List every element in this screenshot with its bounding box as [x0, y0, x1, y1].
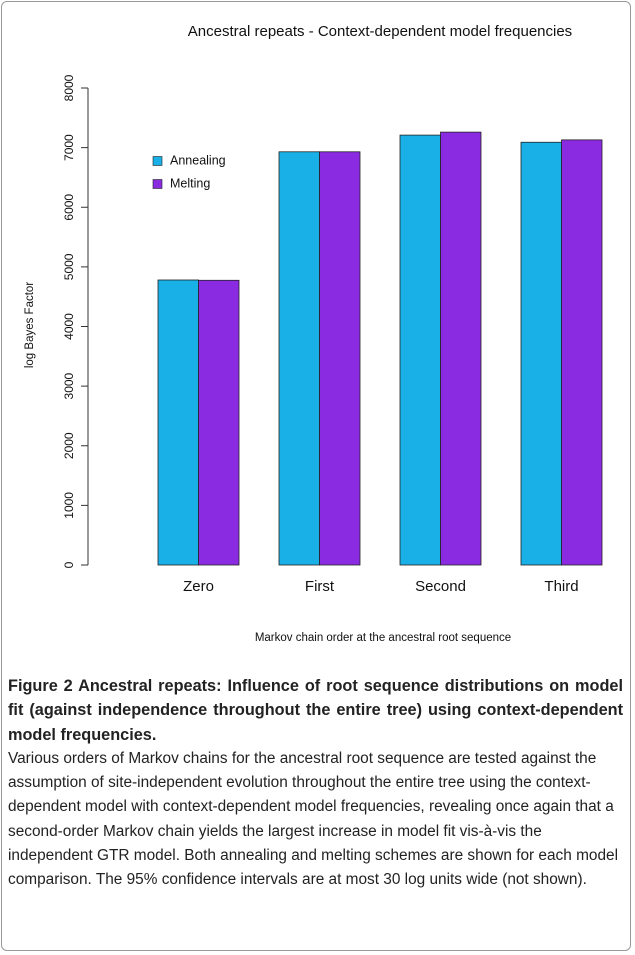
y-tick-label: 2000	[62, 432, 76, 459]
caption-heading: Figure 2 Ancestral repeats: Influence of…	[8, 677, 623, 744]
y-tick-label: 7000	[62, 134, 76, 161]
y-tick-label: 6000	[62, 194, 76, 221]
legend-swatch	[152, 179, 163, 189]
y-tick-label: 8000	[62, 74, 76, 101]
legend-label: Melting	[170, 176, 210, 190]
x-tick-label: Third	[544, 578, 578, 595]
bar	[278, 151, 320, 566]
bar	[198, 279, 240, 566]
bar	[440, 131, 482, 566]
y-axis-label: log Bayes Factor	[24, 282, 36, 368]
x-tick-label: Zero	[183, 578, 214, 595]
x-tick-label: Second	[415, 578, 466, 595]
x-axis-label: Markov chain order at the ancestral root…	[255, 632, 511, 644]
y-tick-label: 0	[62, 561, 76, 568]
x-tick-label: First	[305, 578, 335, 595]
caption: Figure 2 Ancestral repeats: Influence of…	[8, 674, 623, 893]
legend-label: Annealing	[170, 153, 226, 167]
y-tick-label: 5000	[62, 253, 76, 280]
y-tick-label: 3000	[62, 372, 76, 399]
bar	[520, 141, 562, 566]
chart: Ancestral repeats - Context-dependent mo…	[24, 23, 603, 644]
y-tick-label: 1000	[62, 492, 76, 519]
caption-title: Ancestral repeats: Influence of root seq…	[8, 677, 623, 744]
bar	[157, 279, 199, 566]
bar	[319, 151, 361, 566]
chart-title: Ancestral repeats - Context-dependent mo…	[188, 23, 572, 40]
caption-body: Various orders of Markov chains for the …	[8, 749, 619, 889]
bar	[561, 139, 603, 566]
legend-swatch	[152, 156, 163, 166]
caption-label: Figure 2	[8, 677, 73, 695]
y-tick-label: 4000	[62, 313, 76, 340]
bar	[399, 134, 441, 566]
